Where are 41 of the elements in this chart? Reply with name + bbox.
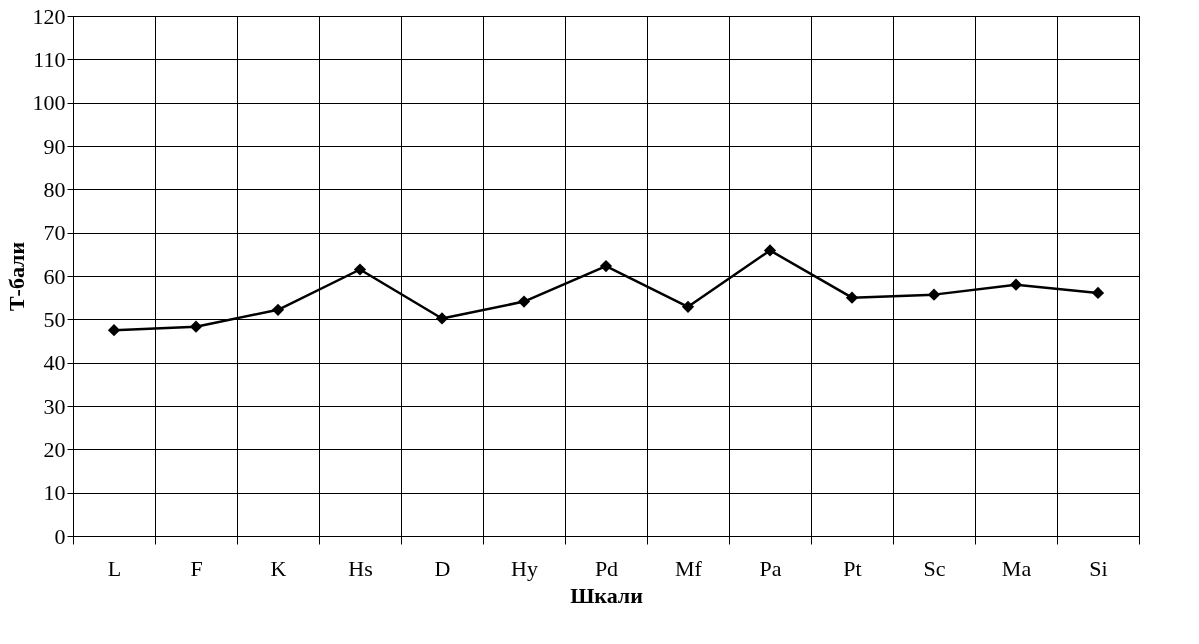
y-tick-label: 120 [32,3,66,29]
point [1009,278,1023,291]
y-tick-label: 100 [32,90,66,116]
point [681,300,695,313]
point [353,263,367,276]
x-tick-label: Sc [923,555,946,581]
y-tick-label: 0 [54,523,66,549]
point [107,324,121,337]
x-tick-label: Si [1089,555,1108,581]
y-axis-title: Т-бали [3,241,29,312]
y-tick-label: 20 [43,436,66,462]
x-tick-label: Hy [511,555,538,581]
y-tick-label: 90 [43,133,66,159]
y-tick-label: 70 [43,220,66,246]
x-tick-label: Pd [594,555,619,581]
point [845,291,859,304]
point [927,288,941,301]
y-tick-label: 30 [43,393,66,419]
x-tick-label: L [107,555,122,581]
x-tick-label: Pt [843,555,862,581]
y-tick-label: 40 [43,350,66,376]
y-tick-label: 10 [43,480,66,506]
x-tick-label: Mf [675,555,703,581]
point [435,312,449,325]
y-tick-label: 110 [33,46,66,72]
y-tick-label: 80 [43,176,66,202]
point [1091,286,1105,300]
point [763,244,777,257]
x-axis-title: Шкали [570,582,644,608]
x-tick-label: K [270,555,287,581]
point [189,320,203,333]
x-tick-label: F [190,555,203,581]
point [599,259,613,273]
x-tick-label: Ma [1001,555,1032,581]
point [517,295,531,308]
point [271,303,285,316]
x-tick-label: D [434,555,451,581]
y-tick-label: 60 [43,263,66,289]
y-tick-label: 50 [43,306,66,332]
x-tick-label: Pa [759,555,782,581]
x-tick-label: Hs [348,555,373,581]
